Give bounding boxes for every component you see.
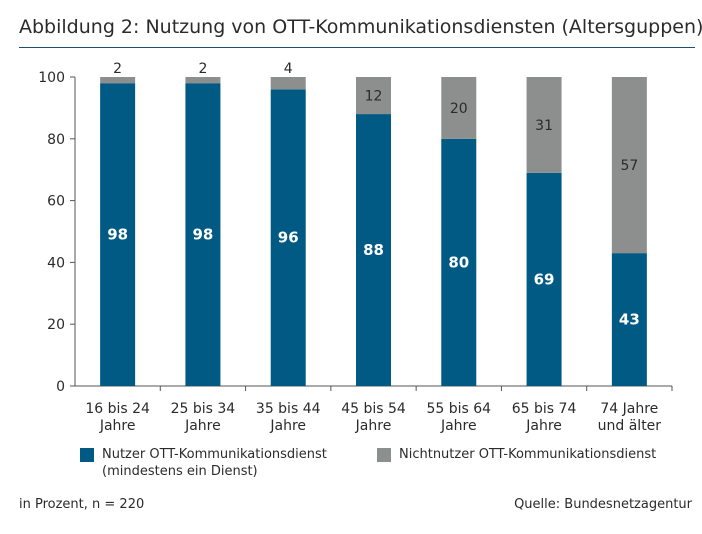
bar-users — [441, 138, 477, 386]
bar-nonusers — [526, 77, 562, 173]
x-tick-label: 65 bis 74 — [512, 401, 577, 417]
y-tick-label: 40 — [47, 255, 65, 271]
bar-nonusers — [185, 77, 221, 84]
x-tick-label: Jahre — [269, 418, 306, 434]
y-tick-label: 60 — [47, 194, 65, 210]
data-label-nonusers: 57 — [620, 158, 638, 174]
legend-swatch-nonusers — [377, 448, 391, 462]
data-label-users: 98 — [107, 226, 128, 244]
x-tick-label: 55 bis 64 — [426, 401, 491, 417]
x-tick-label: 45 bis 54 — [341, 401, 406, 417]
data-label-nonusers: 12 — [365, 89, 383, 105]
x-tick-label: 25 bis 34 — [171, 401, 236, 417]
legend-label-users-line2: (mindestens ein Dienst) — [102, 464, 258, 479]
data-label-users: 80 — [448, 253, 469, 271]
x-tick-label: Jahre — [184, 418, 221, 434]
x-tick-label: und älter — [598, 418, 662, 434]
bar-nonusers — [270, 77, 306, 90]
title-rule — [19, 47, 695, 48]
bar-users — [100, 83, 136, 387]
x-tick-label: 74 Jahre — [600, 401, 658, 417]
data-label-nonusers: 20 — [450, 101, 468, 117]
data-label-nonusers: 31 — [535, 118, 553, 134]
data-label-users: 88 — [363, 241, 384, 259]
bar-users — [356, 114, 391, 386]
legend-item-nonusers: Nichtnutzer OTT-Kommunikationsdienst — [377, 446, 656, 463]
data-label-nonusers: 2 — [113, 61, 122, 77]
y-tick-label: 80 — [47, 132, 65, 148]
bar-users — [526, 172, 562, 386]
bar-nonusers — [100, 77, 136, 84]
y-tick-label: 20 — [47, 317, 65, 333]
y-tick-label: 0 — [56, 379, 65, 395]
x-tick-label: Jahre — [440, 418, 477, 434]
source-note: Quelle: Bundesnetzagentur — [514, 497, 692, 512]
bar-users — [270, 89, 306, 387]
legend-label-nonusers: Nichtnutzer OTT-Kommunikationsdienst — [399, 447, 657, 462]
x-tick-label: Jahre — [99, 418, 136, 434]
bar-nonusers — [441, 77, 477, 139]
data-label-users: 69 — [534, 270, 555, 288]
x-tick-label: 16 bis 24 — [85, 401, 150, 417]
chart-title: Abbildung 2: Nutzung von OTT-Kommunikati… — [19, 16, 702, 38]
sample-note: in Prozent, n = 220 — [19, 497, 145, 512]
bar-users — [185, 83, 221, 387]
data-label-users: 43 — [619, 311, 640, 329]
bar-nonusers — [356, 77, 391, 115]
x-tick-label: 35 bis 44 — [256, 401, 321, 417]
bar-users — [611, 253, 647, 386]
y-tick-label: 100 — [38, 70, 65, 86]
data-label-users: 98 — [192, 226, 213, 244]
legend-item-users: Nutzer OTT-Kommunikationsdienst (mindest… — [80, 446, 327, 480]
x-tick-label: Jahre — [525, 418, 562, 434]
x-tick-label: Jahre — [355, 418, 392, 434]
data-label-nonusers: 4 — [284, 61, 293, 77]
legend-label-users-line1: Nutzer OTT-Kommunikationsdienst — [102, 447, 327, 462]
data-label-nonusers: 2 — [198, 61, 207, 77]
legend-swatch-users — [80, 448, 94, 462]
bar-nonusers — [611, 77, 647, 254]
data-label-users: 96 — [278, 229, 299, 247]
